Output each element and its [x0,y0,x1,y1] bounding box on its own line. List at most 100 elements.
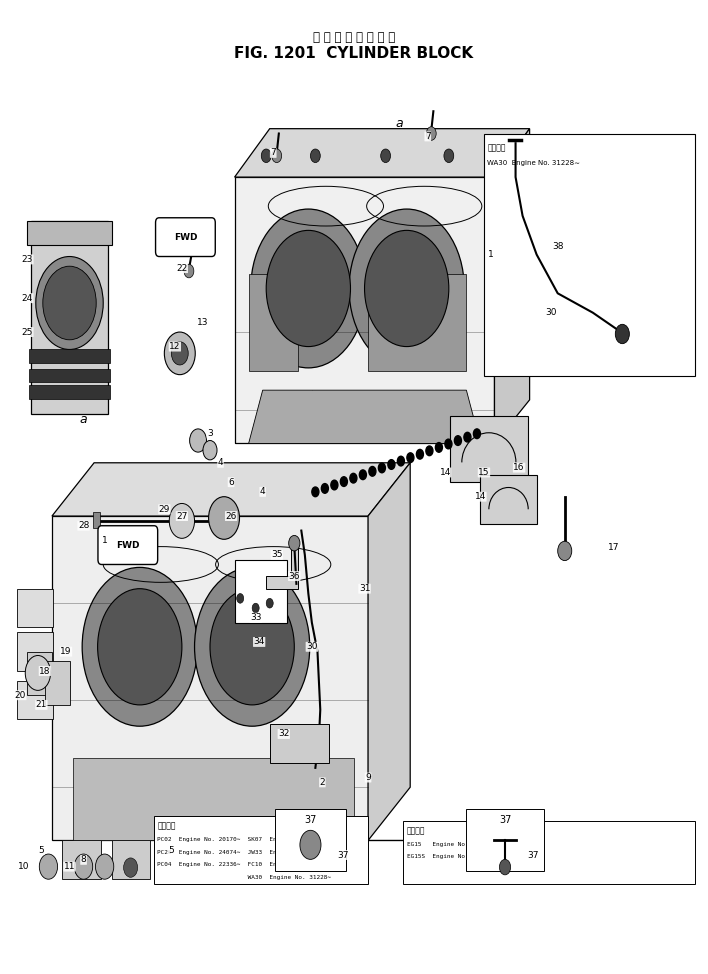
Text: 1: 1 [488,250,494,259]
Circle shape [521,149,531,163]
Bar [322,841,361,880]
Circle shape [407,453,414,463]
Text: 21: 21 [35,700,47,709]
Circle shape [558,542,572,561]
Text: 19: 19 [60,647,72,656]
Circle shape [169,504,195,539]
Circle shape [331,480,338,490]
Text: 7: 7 [270,148,276,158]
Circle shape [310,149,320,163]
Text: 16: 16 [513,463,525,472]
Circle shape [312,487,319,497]
Circle shape [209,497,239,540]
Text: 38: 38 [552,243,564,251]
Circle shape [124,858,137,878]
Polygon shape [249,274,298,371]
Text: a: a [80,413,87,426]
Polygon shape [28,652,52,695]
Polygon shape [481,475,537,524]
Text: 36: 36 [289,572,300,581]
Text: 30: 30 [306,642,318,652]
Polygon shape [29,369,110,383]
Text: PC02  Engine No. 20170∼  SK07  Engine No. 25780∼: PC02 Engine No. 20170∼ SK07 Engine No. 2… [157,837,331,842]
Polygon shape [17,632,53,671]
Text: FIG. 1201  CYLINDER BLOCK: FIG. 1201 CYLINDER BLOCK [234,46,474,60]
Bar [112,841,150,880]
Text: 12: 12 [169,342,181,351]
Polygon shape [93,512,100,528]
Text: 4: 4 [260,487,266,497]
Circle shape [266,231,350,347]
Text: 25: 25 [22,327,33,337]
Text: 7: 7 [425,131,430,141]
Bar [484,133,695,376]
Circle shape [426,127,436,140]
Text: 33: 33 [250,614,261,622]
Bar [270,725,329,763]
Circle shape [416,449,423,459]
Polygon shape [29,350,110,363]
Bar [467,808,544,872]
Circle shape [164,332,195,375]
Text: 適用号機: 適用号機 [488,143,506,153]
Bar [403,821,695,884]
Text: 15: 15 [478,468,490,477]
Circle shape [615,324,629,344]
Text: 31: 31 [359,584,370,593]
Circle shape [341,476,348,486]
Circle shape [474,429,481,438]
Text: 37: 37 [499,815,511,825]
Text: WA30  Engine No. 31228∼: WA30 Engine No. 31228∼ [488,160,581,166]
Circle shape [499,859,510,875]
Circle shape [369,467,376,476]
Polygon shape [17,681,53,720]
Polygon shape [52,516,368,841]
Text: 9: 9 [365,773,371,782]
Circle shape [360,469,367,479]
Text: EG15   Engine No. 20003∼30032: EG15 Engine No. 20003∼30032 [406,842,512,846]
Polygon shape [52,463,410,516]
Polygon shape [28,221,112,244]
Text: 20: 20 [15,691,26,699]
Circle shape [272,149,282,163]
Text: 1: 1 [102,536,108,544]
Text: PC20  Engine No. 24074∼  JW33  Engine No. 24793∼: PC20 Engine No. 24074∼ JW33 Engine No. 2… [157,849,331,854]
Text: 14: 14 [440,468,451,477]
Circle shape [445,439,452,449]
Text: 23: 23 [22,255,33,264]
Bar [234,560,287,622]
Text: 14: 14 [475,492,486,502]
Circle shape [266,598,273,608]
Circle shape [426,446,433,456]
Text: 8: 8 [81,855,86,864]
Text: FWD: FWD [116,541,139,549]
Bar [245,841,284,880]
Circle shape [74,858,88,878]
Circle shape [435,442,442,452]
Text: 2: 2 [319,778,325,787]
Text: 27: 27 [176,511,188,520]
Text: 37: 37 [338,850,349,859]
Polygon shape [494,129,530,443]
Text: WA30  Engine No. 31228∼: WA30 Engine No. 31228∼ [157,875,331,880]
Text: 37: 37 [304,815,316,825]
Text: 6: 6 [228,477,234,487]
Circle shape [96,854,114,880]
Text: シ リ ン ダ ブ ロ ッ ク: シ リ ン ダ ブ ロ ッ ク [313,31,395,44]
Text: 26: 26 [225,511,236,520]
Circle shape [252,603,259,613]
Bar [275,808,346,872]
Circle shape [444,149,454,163]
Text: 5: 5 [38,845,45,854]
Polygon shape [45,661,69,705]
Circle shape [82,568,198,727]
Circle shape [486,149,496,163]
Polygon shape [31,221,108,414]
Polygon shape [234,177,494,443]
Circle shape [334,858,348,878]
Text: PC04  Engine No. 22336∼  FC10  Engine No. 27562∼: PC04 Engine No. 22336∼ FC10 Engine No. 2… [157,862,331,867]
Circle shape [365,231,449,347]
Text: 22: 22 [176,264,188,273]
Polygon shape [249,391,481,443]
Circle shape [388,460,395,469]
